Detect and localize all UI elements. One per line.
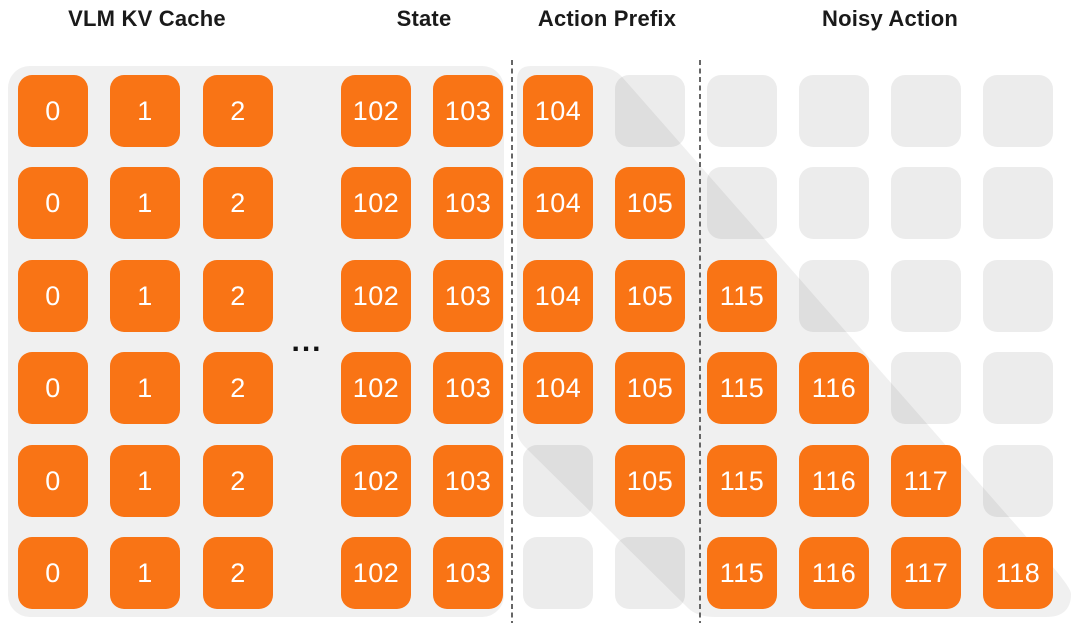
- token-cell: 2: [203, 260, 273, 332]
- token-cell: 118: [983, 537, 1053, 609]
- token-cell: 116: [799, 537, 869, 609]
- token-cell: 102: [341, 352, 411, 424]
- token-cell: 103: [433, 260, 503, 332]
- token-cell: 105: [615, 352, 685, 424]
- token-cell: 104: [523, 260, 593, 332]
- token-cell: 2: [203, 352, 273, 424]
- token-cell: 1: [110, 537, 180, 609]
- token-cell: 104: [523, 75, 593, 147]
- token-cell: 104: [523, 167, 593, 239]
- token-cell: 102: [341, 537, 411, 609]
- empty-token-cell: [799, 75, 869, 147]
- token-cell: 1: [110, 260, 180, 332]
- empty-token-cell: [523, 445, 593, 517]
- header-label-noisy-action: Noisy Action: [821, 6, 959, 31]
- empty-token-cell: [983, 167, 1053, 239]
- token-cell: 2: [203, 537, 273, 609]
- token-cell: 2: [203, 445, 273, 517]
- token-cell: 102: [341, 260, 411, 332]
- token-cell: 115: [707, 445, 777, 517]
- token-cell: 102: [341, 167, 411, 239]
- token-cell: 103: [433, 167, 503, 239]
- empty-token-cell: [983, 75, 1053, 147]
- token-cell: 103: [433, 537, 503, 609]
- token-cell: 1: [110, 167, 180, 239]
- empty-token-cell: [983, 260, 1053, 332]
- token-cell: 105: [615, 445, 685, 517]
- empty-token-cell: [799, 167, 869, 239]
- empty-token-cell: [707, 75, 777, 147]
- token-cell: 2: [203, 167, 273, 239]
- empty-token-cell: [983, 445, 1053, 517]
- empty-token-cell: [891, 352, 961, 424]
- empty-token-cell: [707, 167, 777, 239]
- token-cell: 2: [203, 75, 273, 147]
- empty-token-cell: [523, 537, 593, 609]
- header-label-state: State: [396, 6, 452, 31]
- token-cell: 0: [18, 167, 88, 239]
- token-cell: 0: [18, 445, 88, 517]
- token-cell: 1: [110, 445, 180, 517]
- token-cell: 115: [707, 260, 777, 332]
- token-cell: 116: [799, 445, 869, 517]
- empty-token-cell: [891, 75, 961, 147]
- empty-token-cell: [799, 260, 869, 332]
- token-cell: 103: [433, 75, 503, 147]
- token-cell: 104: [523, 352, 593, 424]
- ellipsis: ...: [291, 325, 323, 358]
- empty-token-cell: [983, 352, 1053, 424]
- attention-band-bg: [517, 66, 1071, 617]
- token-cell: 0: [18, 75, 88, 147]
- token-cell: 117: [891, 445, 961, 517]
- token-cell: 116: [799, 352, 869, 424]
- empty-token-cell: [615, 537, 685, 609]
- token-cell: 0: [18, 260, 88, 332]
- empty-token-cell: [891, 260, 961, 332]
- token-cell: 102: [341, 445, 411, 517]
- token-cell: 105: [615, 260, 685, 332]
- empty-token-cell: [615, 75, 685, 147]
- token-cell: 102: [341, 75, 411, 147]
- header-label-vlm-kv-cache: VLM KV Cache: [68, 6, 226, 31]
- token-cell: 1: [110, 352, 180, 424]
- token-cell: 117: [891, 537, 961, 609]
- token-cell: 103: [433, 352, 503, 424]
- token-cell: 115: [707, 352, 777, 424]
- token-cell: 0: [18, 352, 88, 424]
- token-cell: 103: [433, 445, 503, 517]
- token-cell: 1: [110, 75, 180, 147]
- empty-token-cell: [891, 167, 961, 239]
- token-cell: 105: [615, 167, 685, 239]
- token-cell: 115: [707, 537, 777, 609]
- token-cell: 0: [18, 537, 88, 609]
- header-label-action-prefix: Action Prefix: [537, 6, 677, 31]
- kv-cache-state-region-bg: [8, 66, 504, 617]
